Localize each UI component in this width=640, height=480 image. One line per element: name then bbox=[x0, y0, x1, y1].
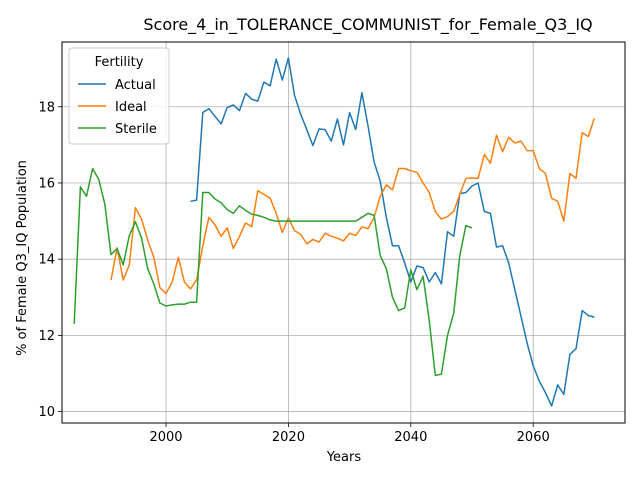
series-line-actual bbox=[190, 57, 595, 407]
series-line-ideal bbox=[110, 117, 596, 295]
legend-title: Fertility bbox=[95, 55, 144, 70]
x-tick-label: 2000 bbox=[149, 430, 182, 445]
x-tick-label: 2040 bbox=[394, 430, 427, 445]
series-lines bbox=[73, 57, 596, 407]
x-tick-label: 2020 bbox=[272, 430, 305, 445]
legend-label: Actual bbox=[115, 78, 156, 93]
y-tick-label: 16 bbox=[38, 176, 55, 191]
y-axis-label: % of Female Q3_IQ Population bbox=[15, 160, 30, 356]
series-line-sterile bbox=[73, 167, 473, 377]
y-tick-label: 18 bbox=[38, 100, 55, 115]
x-axis-label: Years bbox=[326, 450, 362, 465]
y-tick-label: 10 bbox=[38, 405, 55, 420]
axes: 2000 2020 2040 2060 10 12 14 16 18 bbox=[38, 100, 549, 445]
legend-label: Sterile bbox=[115, 122, 157, 137]
plot-frame bbox=[61, 41, 626, 424]
legend-box bbox=[68, 47, 170, 145]
legend: Fertility Actual Ideal Sterile bbox=[68, 47, 170, 145]
legend-label: Ideal bbox=[115, 100, 147, 115]
y-tick-label: 12 bbox=[38, 329, 55, 344]
y-tick-label: 14 bbox=[38, 253, 55, 268]
x-tick-label: 2060 bbox=[517, 430, 550, 445]
chart-title: Score_4_in_TOLERANCE_COMMUNIST_for_Femal… bbox=[143, 15, 592, 35]
